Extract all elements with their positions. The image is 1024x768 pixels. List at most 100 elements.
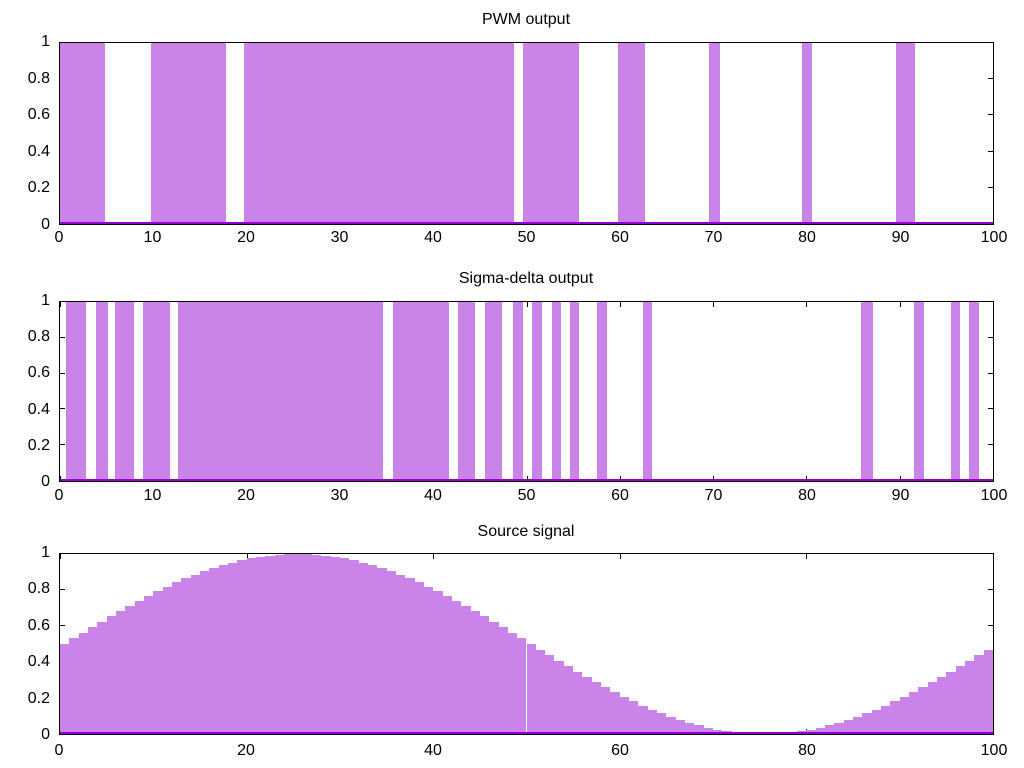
signal-step-bar — [535, 649, 546, 734]
plot-area — [59, 301, 994, 482]
y-tick-mark-right — [988, 78, 993, 80]
signal-bar — [968, 302, 979, 481]
x-tick-label: 90 — [891, 229, 910, 246]
signal-bar — [951, 302, 961, 481]
signal-bar — [709, 43, 720, 224]
signal-bar — [60, 43, 105, 224]
x-tick-mark — [619, 476, 621, 481]
y-tick-mark-right — [988, 589, 993, 590]
x-tick-mark-top — [806, 554, 808, 559]
signal-step-bar — [153, 591, 163, 734]
x-tick-label: 0 — [54, 229, 64, 246]
chart-title: Sigma-delta output — [458, 270, 594, 287]
x-tick-label: 100 — [980, 229, 1008, 246]
x-tick-mark-top — [806, 43, 808, 48]
y-tick-label: 0.4 — [27, 400, 50, 418]
y-tick-label: 0.8 — [27, 328, 50, 346]
y-tick-mark — [60, 408, 65, 410]
y-tick-label: 0 — [41, 726, 50, 743]
signal-step-bar — [526, 644, 536, 734]
signal-step-bar — [433, 591, 443, 734]
signal-step-bar — [563, 666, 574, 734]
x-tick-mark-top — [339, 43, 341, 48]
y-tick-mark-right — [988, 150, 993, 152]
x-tick-mark — [806, 219, 808, 224]
x-tick-mark-top — [339, 302, 341, 307]
zero-line — [60, 222, 993, 224]
x-tick-mark-top — [246, 302, 248, 307]
y-tick-mark-right — [988, 444, 993, 446]
signal-step-bar — [554, 660, 564, 734]
x-tick-label: 90 — [891, 487, 910, 504]
y-tick-label: 0.6 — [27, 364, 50, 382]
y-tick-label: 0.2 — [27, 689, 50, 707]
y-tick-label: 0.2 — [27, 436, 50, 454]
x-tick-mark — [433, 476, 435, 481]
y-tick-label: 1 — [41, 292, 50, 309]
signal-step-bar — [955, 666, 965, 734]
signal-step-bar — [283, 554, 294, 734]
signal-step-bar — [871, 709, 882, 734]
zero-line — [60, 732, 993, 734]
signal-step-bar — [330, 556, 340, 734]
signal-step-bar — [610, 692, 620, 734]
signal-step-bar — [162, 586, 172, 734]
signal-step-bar — [302, 554, 312, 734]
x-tick-mark-top — [526, 302, 528, 307]
signal-step-bar — [106, 616, 116, 734]
signal-step-bar — [171, 582, 182, 734]
signal-step-bar — [423, 586, 434, 734]
y-tick-mark — [60, 625, 65, 626]
x-tick-label: 20 — [237, 229, 255, 246]
signal-step-bar — [694, 725, 704, 734]
y-tick-label: 0.2 — [27, 179, 50, 197]
signal-step-bar — [311, 554, 322, 734]
signal-bar — [570, 302, 579, 481]
y-tick-mark-right — [988, 480, 993, 481]
y-tick-mark — [60, 372, 65, 374]
signal-step-bar — [946, 671, 956, 734]
x-tick-mark — [339, 219, 341, 224]
y-tick-mark-right — [988, 661, 993, 662]
x-tick-label: 10 — [143, 487, 162, 504]
signal-step-bar — [647, 709, 658, 734]
x-tick-mark — [246, 219, 248, 224]
signal-step-bar — [601, 687, 611, 734]
signal-step-bar — [591, 682, 602, 734]
y-tick-mark-right — [988, 697, 993, 698]
x-tick-mark — [339, 476, 341, 481]
x-tick-mark-top — [246, 43, 248, 48]
plot-canvas — [60, 302, 993, 481]
x-tick-mark-top — [153, 302, 155, 307]
y-tick-mark — [60, 186, 65, 188]
signal-step-bar — [358, 562, 368, 734]
signal-step-bar — [181, 578, 191, 734]
x-tick-mark — [433, 729, 435, 734]
signal-step-bar — [134, 600, 144, 734]
signal-bar — [485, 302, 503, 481]
y-tick-mark — [60, 114, 65, 116]
signal-step-bar — [377, 568, 387, 734]
y-tick-label: 0 — [41, 473, 50, 490]
signal-step-bar — [246, 558, 256, 734]
signal-step-bar — [582, 677, 592, 734]
x-tick-mark-top — [899, 302, 901, 307]
signal-step-bar — [787, 732, 798, 734]
signal-bar — [861, 302, 873, 481]
signal-step-bar — [778, 733, 788, 734]
y-tick-label: 1 — [41, 544, 50, 561]
y-tick-label: 0.8 — [27, 69, 50, 87]
x-tick-mark-top — [713, 43, 715, 48]
signal-step-bar — [815, 727, 826, 734]
y-tick-label: 0.6 — [27, 616, 50, 634]
x-tick-mark — [526, 476, 528, 481]
x-tick-mark — [246, 729, 248, 734]
signal-bar — [178, 302, 383, 481]
x-tick-mark-top — [60, 43, 61, 48]
x-tick-label: 70 — [704, 487, 723, 504]
signal-step-bar — [97, 621, 107, 734]
y-tick-label: 0.4 — [27, 653, 50, 671]
signal-step-bar — [69, 638, 79, 734]
y-tick-label: 0.4 — [27, 142, 50, 160]
signal-step-bar — [451, 600, 462, 734]
